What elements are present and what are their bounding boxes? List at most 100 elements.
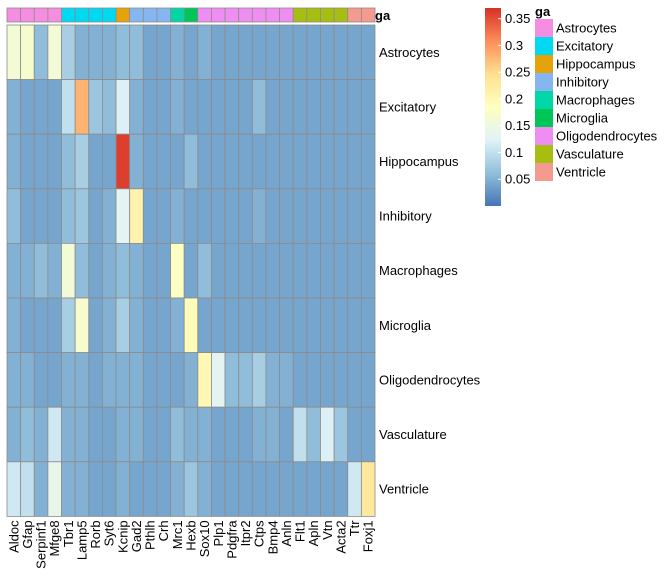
cell-type-labels: Astrocytes Excitatory Hippocampus Inhibitor… <box>379 45 481 497</box>
heatmap-cell <box>129 242 144 299</box>
heatmap-cell <box>197 406 212 463</box>
heatmap-cell <box>197 24 212 80</box>
heatmap-cell <box>224 242 240 299</box>
heatmap-cell <box>306 133 321 190</box>
heatmap-cell <box>320 79 335 135</box>
column-label: Sox10 <box>197 520 212 557</box>
heatmap-cell <box>224 24 240 80</box>
column-label: Foxj1 <box>361 520 376 552</box>
color-scale-ticks: 0.05 0.1 0.15 0.2 0.25 0.3 0.35 <box>498 11 530 187</box>
heatmap-cell <box>347 133 362 190</box>
heatmap-cell <box>197 297 212 353</box>
heatmap-cell <box>183 297 199 353</box>
heatmap-cell <box>183 133 199 190</box>
column-label: Gad2 <box>129 520 144 552</box>
heatmap-cell <box>224 188 240 244</box>
heatmap-cell <box>279 188 294 244</box>
column-label: Plp1 <box>211 520 226 546</box>
heatmap-cell <box>74 461 90 517</box>
heatmap-cell <box>320 352 335 408</box>
column-label: Ctps <box>252 520 267 547</box>
heatmap-cell <box>183 188 199 244</box>
heatmap-cell <box>47 188 62 244</box>
heatmap-cell <box>211 188 226 244</box>
heatmap-cell <box>292 352 308 408</box>
heatmap-cell <box>20 406 35 463</box>
heatmap-cell <box>142 406 158 463</box>
heatmap-cell <box>265 79 281 135</box>
heatmap-cell <box>183 406 199 463</box>
heatmap-cell <box>47 352 62 408</box>
heatmap-cell <box>238 188 253 244</box>
heatmap-cell <box>142 188 158 244</box>
heatmap-cell <box>33 188 49 244</box>
heatmap-cell <box>20 79 35 135</box>
legend-label: Astrocytes <box>556 21 617 36</box>
heatmap-cell <box>102 352 117 408</box>
heatmap-cell <box>347 461 362 517</box>
heatmap-cell <box>360 242 376 299</box>
color-scale-tick-label: 0.35 <box>505 11 530 26</box>
heatmap-cell <box>33 461 49 517</box>
column-label: Crh <box>156 520 171 541</box>
heatmap-cell <box>360 79 376 135</box>
heatmap-cell <box>156 297 171 353</box>
column-label: Vtn <box>320 520 335 540</box>
heatmap-cell <box>33 352 49 408</box>
gene-labels: AldocGfapSerpinf1Mfge8Tbr1Lamp5RorbSyt6K… <box>6 520 375 569</box>
heatmap-cell <box>47 297 62 353</box>
heatmap-cell <box>279 242 294 299</box>
heatmap-cell <box>115 24 131 80</box>
annotation-cell <box>115 7 131 23</box>
heatmap-cell <box>102 242 117 299</box>
heatmap-cell <box>88 133 103 190</box>
annotation-legend: Astrocytes Excitatory Hippocampus Inhibitor… <box>535 19 658 181</box>
annotation-cell <box>33 7 49 23</box>
heatmap-cell <box>6 188 22 244</box>
legend-swatch <box>535 145 553 163</box>
heatmap-cell <box>224 406 240 463</box>
heatmap-cell <box>115 352 131 408</box>
column-label: Pdgfra <box>224 520 239 559</box>
legend-swatch <box>535 37 553 55</box>
heatmap-cell <box>74 133 90 190</box>
row-label: Ventricle <box>379 482 429 497</box>
heatmap-cell <box>306 242 321 299</box>
heatmap-cell <box>6 24 22 80</box>
heatmap-cell <box>224 297 240 353</box>
legend-label: Inhibitory <box>556 75 609 90</box>
heatmap-cell <box>183 352 199 408</box>
heatmap-cell <box>20 461 35 517</box>
heatmap-cell <box>238 297 253 353</box>
heatmap-cell <box>306 406 321 463</box>
annotation-cell <box>88 7 103 23</box>
heatmap-cell <box>74 297 90 353</box>
heatmap-cell <box>115 133 131 190</box>
column-label: Bmp4 <box>265 520 280 554</box>
legend-label: Excitatory <box>556 39 614 54</box>
heatmap-cell <box>129 24 144 80</box>
heatmap-cell <box>129 406 144 463</box>
row-label: Microglia <box>379 318 432 333</box>
annotation-cell <box>320 7 335 23</box>
heatmap-cell <box>47 133 62 190</box>
heatmap-cell <box>61 242 76 299</box>
heatmap-cell <box>292 188 308 244</box>
annotation-cell <box>20 7 35 23</box>
heatmap-cell <box>102 79 117 135</box>
heatmap-cell <box>265 297 281 353</box>
column-label: Lamp5 <box>74 520 89 560</box>
heatmap-cell <box>197 242 212 299</box>
heatmap-cell <box>251 297 267 353</box>
annotation-cell <box>279 7 294 23</box>
heatmap-cell <box>360 461 376 517</box>
heatmap-cell <box>170 24 185 80</box>
heatmap-cell <box>170 406 185 463</box>
heatmap-cell <box>292 79 308 135</box>
heatmap-cell <box>6 242 22 299</box>
heatmap-cell <box>142 352 158 408</box>
annotation-cell <box>183 7 199 23</box>
heatmap-cell <box>211 461 226 517</box>
row-label: Astrocytes <box>379 45 440 60</box>
heatmap-cell <box>170 79 185 135</box>
